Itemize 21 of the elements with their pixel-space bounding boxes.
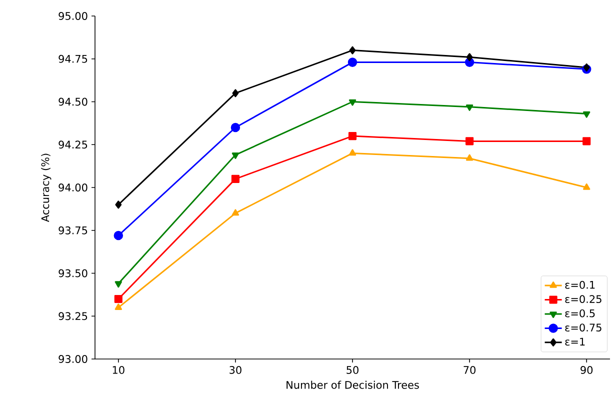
x-tick-label: 30 [230, 366, 242, 374]
x-tick-label: 70 [464, 366, 476, 374]
x-tick-label: 50 [346, 366, 358, 374]
y-axis-title: Accuracy (%) [41, 154, 52, 222]
x-tick-label: 90 [580, 366, 593, 374]
y-tick-label: 93.75 [58, 226, 88, 234]
legend-label: ε=0.1 [565, 280, 595, 289]
y-tick-label: 93.50 [58, 269, 88, 278]
y-tick-label: 94.75 [58, 54, 88, 63]
x-axis-title: Number of Decision Trees [286, 380, 419, 389]
y-tick-label: 93.25 [58, 312, 88, 320]
legend-label: ε=0.25 [565, 295, 602, 304]
legend-label: ε=1 [565, 338, 585, 346]
y-tick-label: 95.00 [58, 12, 88, 20]
y-tick-label: 94.50 [58, 98, 88, 106]
legend-label: ε=0.75 [565, 324, 602, 332]
y-tick-label: 94.00 [58, 184, 88, 192]
legend-label: ε=0.5 [565, 309, 595, 318]
y-tick-label: 94.25 [58, 140, 88, 149]
x-tick-label: 10 [112, 366, 124, 374]
y-tick-label: 93.00 [58, 355, 88, 363]
